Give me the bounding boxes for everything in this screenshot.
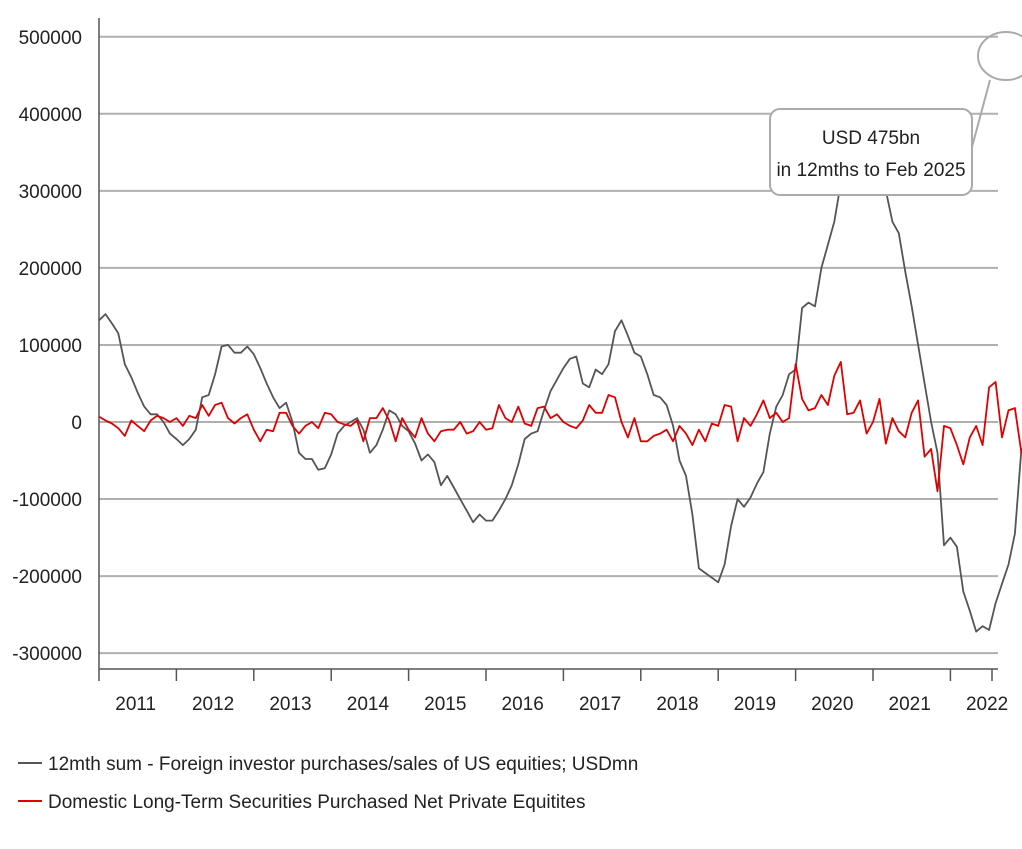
x-tick-label: 2018 [656, 694, 698, 715]
grid-lines [99, 35, 998, 655]
x-tick-label: 2016 [502, 694, 544, 715]
x-tick-label: 2021 [889, 694, 931, 715]
y-tick-label: 300000 [19, 182, 82, 203]
annotation-connector [971, 79, 991, 148]
y-tick-label: 100000 [19, 336, 82, 357]
series-lines [98, 119, 1022, 633]
legend-label-series-1: 12mth sum - Foreign investor purchases/s… [48, 754, 638, 775]
x-tick-label: 2015 [424, 694, 466, 715]
x-tick-label: 2022 [966, 694, 1008, 715]
highlight-ellipse [977, 31, 1022, 81]
legend-label-series-2: Domestic Long-Term Securities Purchased … [48, 792, 586, 813]
series-line-1 [98, 119, 1022, 633]
legend: 12mth sum - Foreign investor purchases/s… [18, 754, 638, 813]
x-tick-label: 2013 [269, 694, 311, 715]
annotation-box [769, 108, 973, 196]
y-tick-label: -100000 [12, 490, 82, 511]
x-tick-label: 2017 [579, 694, 621, 715]
y-tick-label: -200000 [12, 567, 82, 588]
x-tick-label: 2020 [811, 694, 853, 715]
x-tick-label: 2019 [734, 694, 776, 715]
series-line-2 [98, 361, 1022, 493]
annotation-line-2: in 12mths to Feb 2025 [776, 160, 965, 181]
x-tick-label: 2014 [347, 694, 390, 715]
annotation-line-1: USD 475bn [822, 128, 920, 149]
annotation: USD 475bn in 12mths to Feb 2025 [769, 31, 1022, 196]
y-tick-label: 200000 [19, 259, 82, 280]
x-tick-label: 2012 [192, 694, 234, 715]
x-tick-label: 2011 [115, 694, 156, 715]
y-tick-label: -300000 [12, 644, 82, 665]
y-tick-label: 0 [71, 413, 82, 434]
y-tick-label: 500000 [19, 28, 82, 49]
y-tick-label: 400000 [19, 105, 82, 126]
axes: 500000 400000 300000 200000 100000 0 -100000 -2… [12, 18, 1008, 715]
